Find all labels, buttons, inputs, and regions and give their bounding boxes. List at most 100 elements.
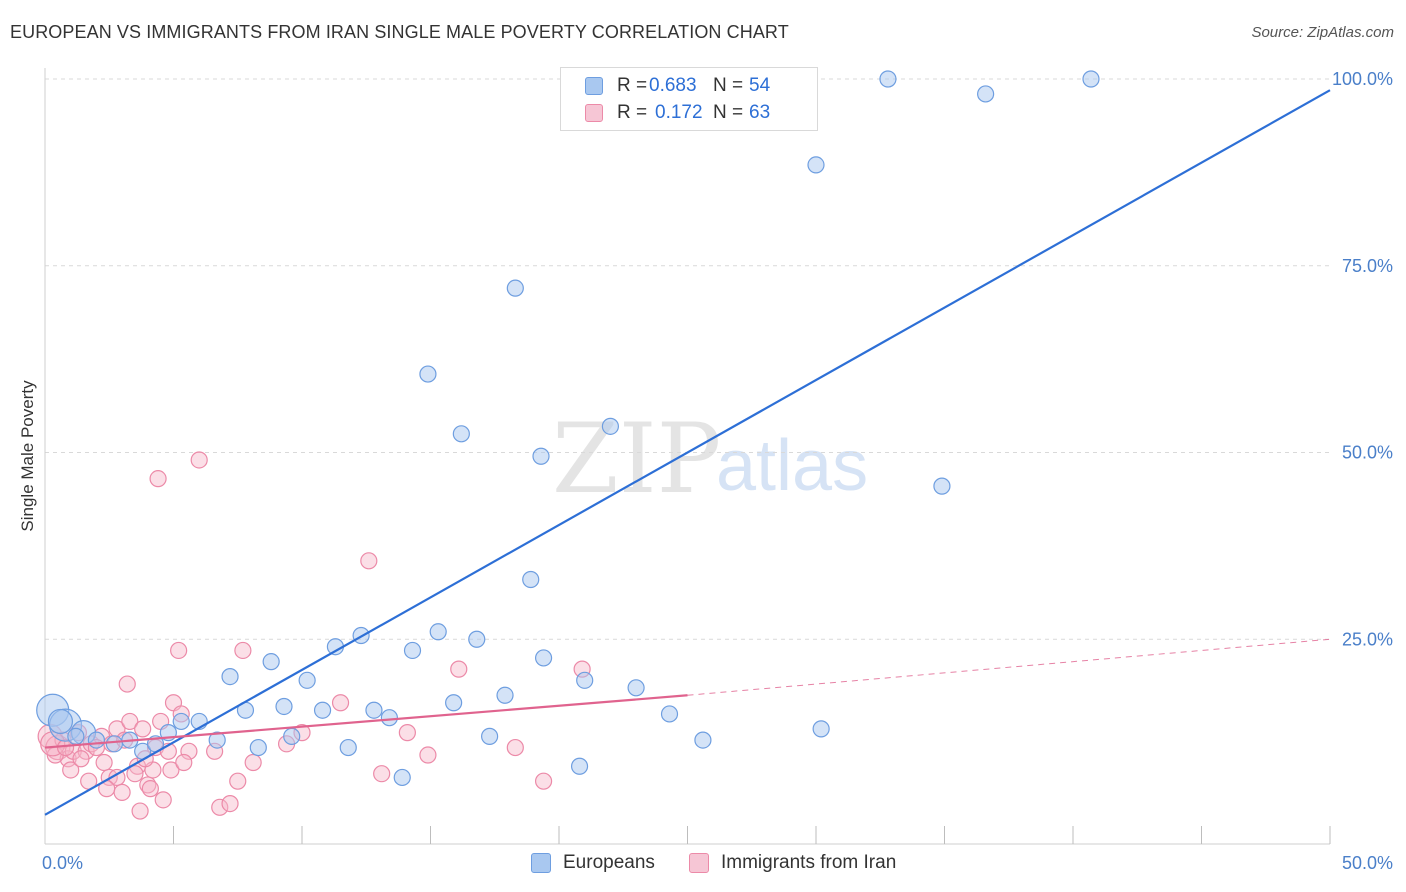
y-tick-label: 100.0%	[1332, 69, 1393, 89]
legend-europeans-label: Europeans	[563, 852, 655, 873]
iran-trend-extension	[687, 638, 1331, 696]
europeans-point	[506, 279, 524, 297]
europeans-point	[522, 570, 540, 589]
europeans-point	[694, 731, 712, 749]
legend-europeans: Europeans	[531, 852, 655, 874]
iran-point	[373, 765, 391, 783]
europeans-point	[365, 701, 383, 719]
stats-legend: R = 0.683 N = 54 R = 0.172 N = 63	[560, 67, 818, 131]
europeans-point	[221, 667, 239, 686]
europeans-points	[36, 70, 1100, 787]
europeans-point	[601, 417, 620, 435]
iran-point	[229, 772, 247, 790]
europeans-trend-line	[44, 89, 1331, 816]
europeans-point	[339, 738, 357, 757]
y-tick-label: 25.0%	[1342, 629, 1393, 649]
europeans-point	[283, 727, 301, 745]
watermark: ZIP atlas	[552, 403, 868, 515]
iran-point	[108, 768, 126, 787]
legend-row-europeans: R = 0.683 N = 54	[585, 74, 770, 98]
tick-labels: 25.0% 50.0% 75.0% 100.0% 0.0% 50.0%	[42, 69, 1393, 873]
iran-point	[190, 451, 208, 469]
watermark-atlas: atlas	[716, 426, 868, 506]
europeans-point	[172, 712, 190, 731]
europeans-point	[313, 701, 332, 719]
europeans-point	[445, 694, 463, 712]
iran-point	[62, 761, 80, 779]
iran-point	[154, 791, 172, 809]
iran-point	[141, 780, 159, 798]
europeans-point	[275, 697, 293, 716]
europeans-point	[429, 623, 447, 641]
iran-point	[234, 641, 252, 660]
n-label: N =	[713, 75, 744, 96]
europeans-point	[452, 425, 470, 443]
x-tick-label: 50.0%	[1342, 853, 1393, 873]
europeans-point	[660, 705, 679, 723]
r-value: 0.683	[649, 75, 697, 96]
iran-point	[95, 753, 113, 772]
europeans-swatch	[531, 853, 551, 873]
r-value: 0.172	[655, 102, 703, 123]
n-value: 63	[749, 102, 771, 123]
iran-point	[113, 783, 131, 801]
europeans-point	[468, 630, 486, 648]
europeans-point	[576, 671, 594, 689]
iran-point	[126, 765, 144, 783]
europeans-point	[570, 757, 589, 775]
iran-swatch	[585, 104, 603, 122]
europeans-point	[208, 731, 226, 749]
x-tick-label: 0.0%	[42, 853, 83, 873]
europeans-point	[262, 653, 280, 671]
europeans-point	[807, 156, 825, 174]
europeans-point	[933, 477, 951, 495]
iran-trend-line	[44, 694, 688, 749]
europeans-point	[105, 735, 123, 753]
europeans-point	[627, 679, 645, 697]
legend-iran-label: Immigrants from Iran	[721, 852, 897, 873]
r-label: R =	[617, 102, 648, 123]
iran-point	[331, 694, 350, 712]
y-tick-label: 50.0%	[1342, 443, 1393, 463]
trend-lines	[44, 89, 1331, 816]
europeans-point	[977, 85, 995, 103]
iran-point	[244, 753, 262, 772]
legend-row-iran: R = 0.172 N = 63	[585, 101, 770, 125]
europeans-point	[403, 641, 422, 660]
europeans-point	[249, 738, 267, 757]
iran-point	[360, 552, 378, 570]
iran-point	[506, 738, 524, 757]
iran-point	[450, 660, 468, 678]
chart-title: EUROPEAN VS IMMIGRANTS FROM IRAN SINGLE …	[10, 22, 789, 42]
europeans-point	[532, 447, 550, 465]
series-legend: Europeans Immigrants from Iran	[0, 852, 1406, 878]
iran-point	[131, 802, 149, 820]
y-tick-label: 75.0%	[1342, 256, 1393, 276]
iran-swatch	[689, 853, 709, 873]
europeans-point	[87, 731, 106, 749]
europeans-point	[879, 70, 897, 88]
y-axis-label: Single Male Poverty	[18, 380, 37, 532]
r-label: R =	[617, 75, 648, 96]
europeans-point	[812, 720, 830, 738]
legend-iran: Immigrants from Iran	[689, 852, 896, 874]
europeans-point	[419, 365, 437, 383]
europeans-point	[534, 649, 553, 667]
iran-point	[175, 753, 193, 772]
europeans-point	[67, 727, 85, 745]
iran-point	[180, 742, 198, 760]
europeans-point	[393, 768, 411, 787]
iran-point	[149, 470, 167, 488]
grid	[45, 78, 1330, 640]
iran-point	[534, 772, 553, 790]
n-value: 54	[749, 75, 771, 96]
watermark-zip: ZIP	[552, 403, 721, 515]
iran-point	[221, 794, 239, 813]
europeans-point	[481, 727, 499, 745]
iran-point	[134, 720, 152, 738]
europeans-point	[380, 709, 398, 727]
iran-points	[37, 451, 591, 820]
iran-point	[211, 798, 229, 816]
europeans-swatch	[585, 77, 603, 95]
